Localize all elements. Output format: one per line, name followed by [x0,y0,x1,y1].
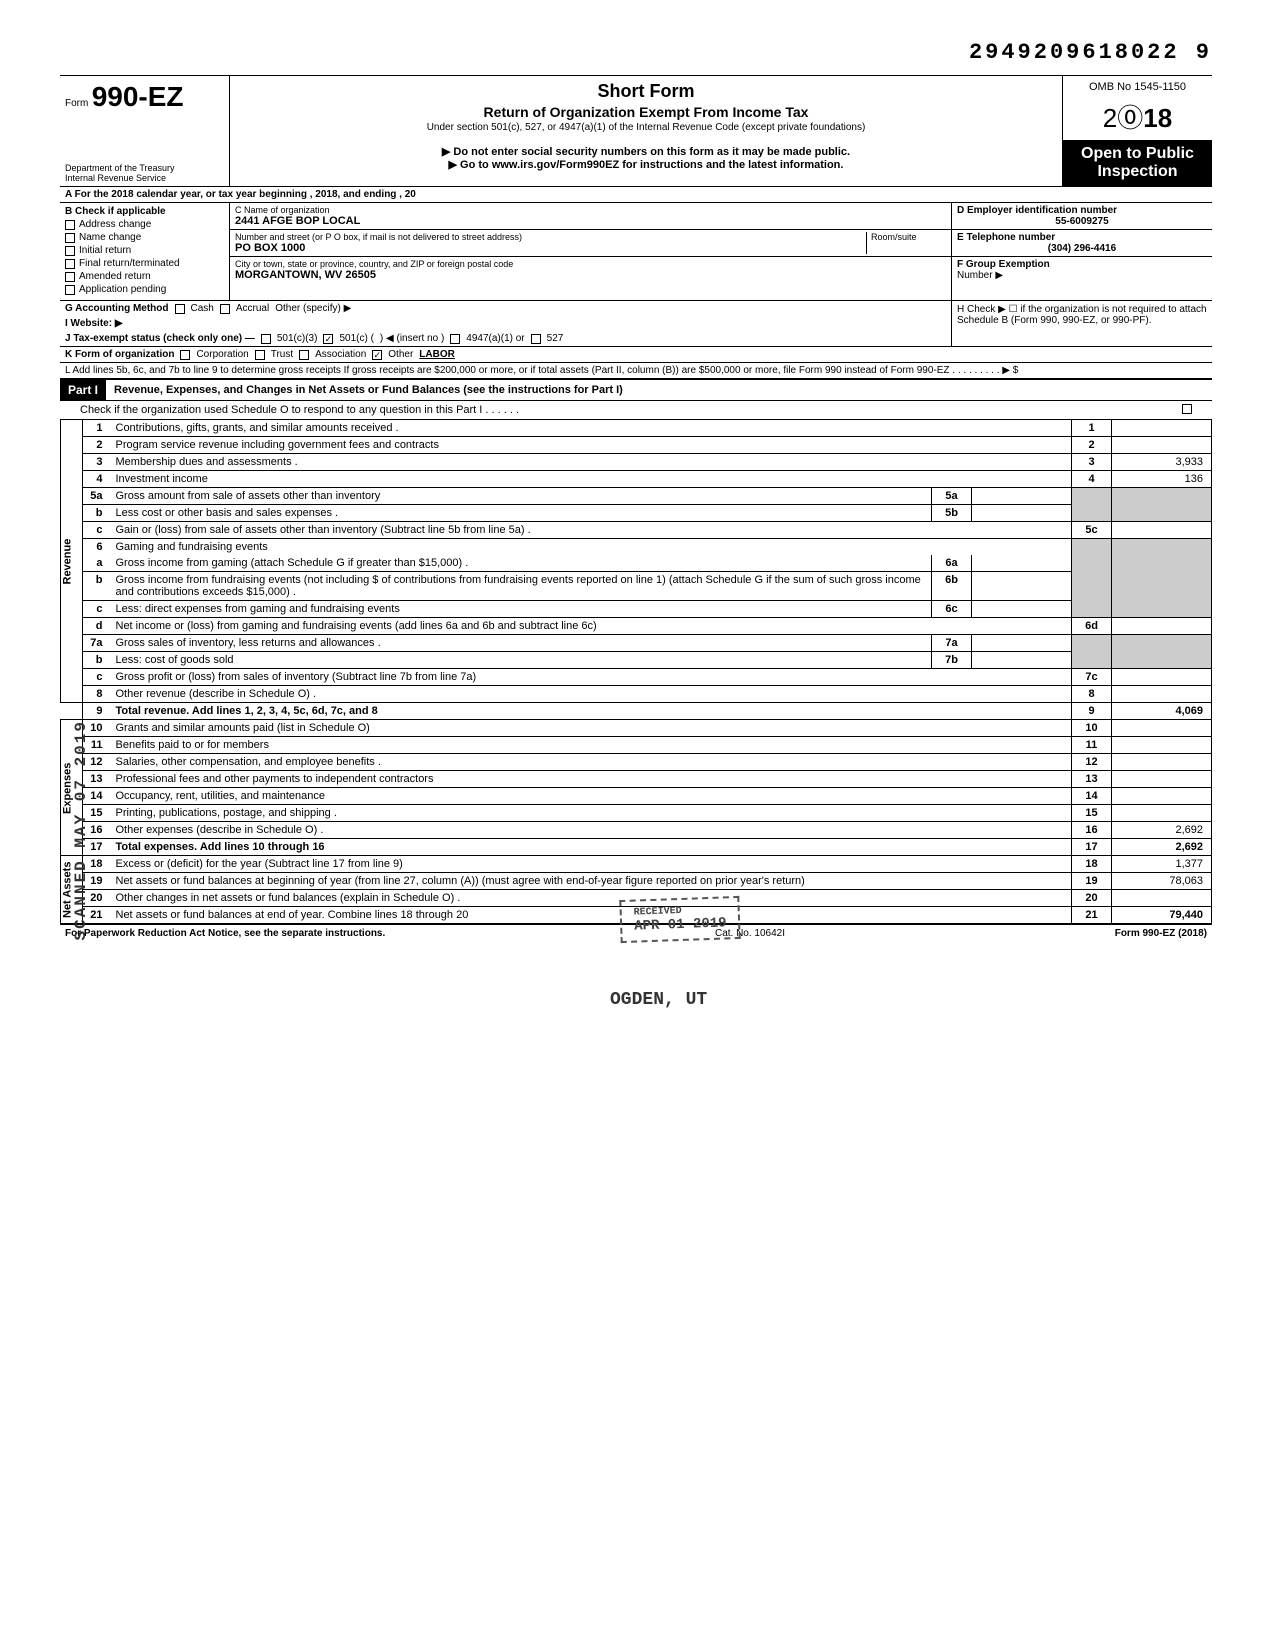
checkbox-other-org[interactable] [372,350,382,360]
checkbox-address-change[interactable] [65,220,75,230]
value-line-21: 79,440 [1112,907,1212,924]
form-id-cell: Form 990-EZ [60,76,230,140]
checkbox-4947[interactable] [450,334,460,344]
col-d-ids: D Employer identification number 55-6009… [952,203,1212,300]
row-g-h: G Accounting Method Cash Accrual Other (… [60,300,1212,346]
form-container: 2949209618022 9 Form 990-EZ Short Form R… [60,40,1212,942]
header-row-2: Department of the Treasury Internal Reve… [60,140,1212,186]
row-l-gross-receipts: L Add lines 5b, 6c, and 7b to line 9 to … [60,363,1212,379]
tax-year: 2⓪201818 [1068,98,1207,135]
checkbox-cash[interactable] [175,304,185,314]
side-label-expenses: Expenses [61,720,83,856]
org-street: PO BOX 1000 [235,242,866,254]
instructions-cell: ▶ Do not enter social security numbers o… [230,140,1062,186]
col-c-org-info: C Name of organization 2441 AFGE BOP LOC… [230,203,952,300]
omb-cell: OMB No 1545-1150 2⓪201818 [1062,76,1212,140]
info-grid: B Check if applicable Address change Nam… [60,203,1212,300]
checkbox-501c[interactable] [323,334,333,344]
checkbox-application-pending[interactable] [65,285,75,295]
form-id-footer: Form 990-EZ (2018) [1115,928,1207,939]
lines-table: Revenue 1Contributions, gifts, grants, a… [60,420,1212,924]
value-line-4: 136 [1112,471,1212,488]
other-org-value: LABOR [419,349,455,360]
schedule-b-note: H Check ▶ ☐ if the organization is not r… [952,301,1212,346]
part-1-header: Part I Revenue, Expenses, and Changes in… [60,379,1212,401]
checkbox-amended-return[interactable] [65,272,75,282]
checkbox-accrual[interactable] [220,304,230,314]
value-line-19: 78,063 [1112,873,1212,890]
side-label-revenue: Revenue [61,420,83,703]
org-city: MORGANTOWN, WV 26505 [235,269,946,281]
part-1-check-note: Check if the organization used Schedule … [60,401,1212,420]
col-b-checkboxes: B Check if applicable Address change Nam… [60,203,230,300]
value-line-9: 4,069 [1112,703,1212,720]
checkbox-association[interactable] [299,350,309,360]
stamp-ogden: OGDEN, UT [610,990,707,1010]
value-line-17: 2,692 [1112,839,1212,856]
checkbox-corporation[interactable] [180,350,190,360]
checkbox-final-return[interactable] [65,259,75,269]
org-name: 2441 AFGE BOP LOCAL [235,215,946,227]
value-line-3: 3,933 [1112,454,1212,471]
checkbox-initial-return[interactable] [65,246,75,256]
value-line-18: 1,377 [1112,856,1212,873]
checkbox-527[interactable] [531,334,541,344]
ein-value: 55-6009275 [957,216,1207,227]
side-label-net-assets: Net Assets [61,856,83,924]
checkbox-trust[interactable] [255,350,265,360]
footer-row: For Paperwork Reduction Act Notice, see … [60,924,1212,942]
public-inspection-cell: Open to Public Inspection [1062,140,1212,186]
value-line-16: 2,692 [1112,822,1212,839]
checkbox-name-change[interactable] [65,233,75,243]
dept-cell: Department of the Treasury Internal Reve… [60,140,230,186]
checkbox-501c3[interactable] [261,334,271,344]
document-number: 2949209618022 9 [60,40,1212,65]
checkbox-schedule-o-part1[interactable] [1182,404,1192,414]
form-title-cell: Short Form Return of Organization Exempt… [230,76,1062,140]
header-row-1: Form 990-EZ Short Form Return of Organiz… [60,75,1212,140]
section-a-tax-year: A For the 2018 calendar year, or tax yea… [60,186,1212,203]
phone-value: (304) 296-4416 [957,243,1207,254]
